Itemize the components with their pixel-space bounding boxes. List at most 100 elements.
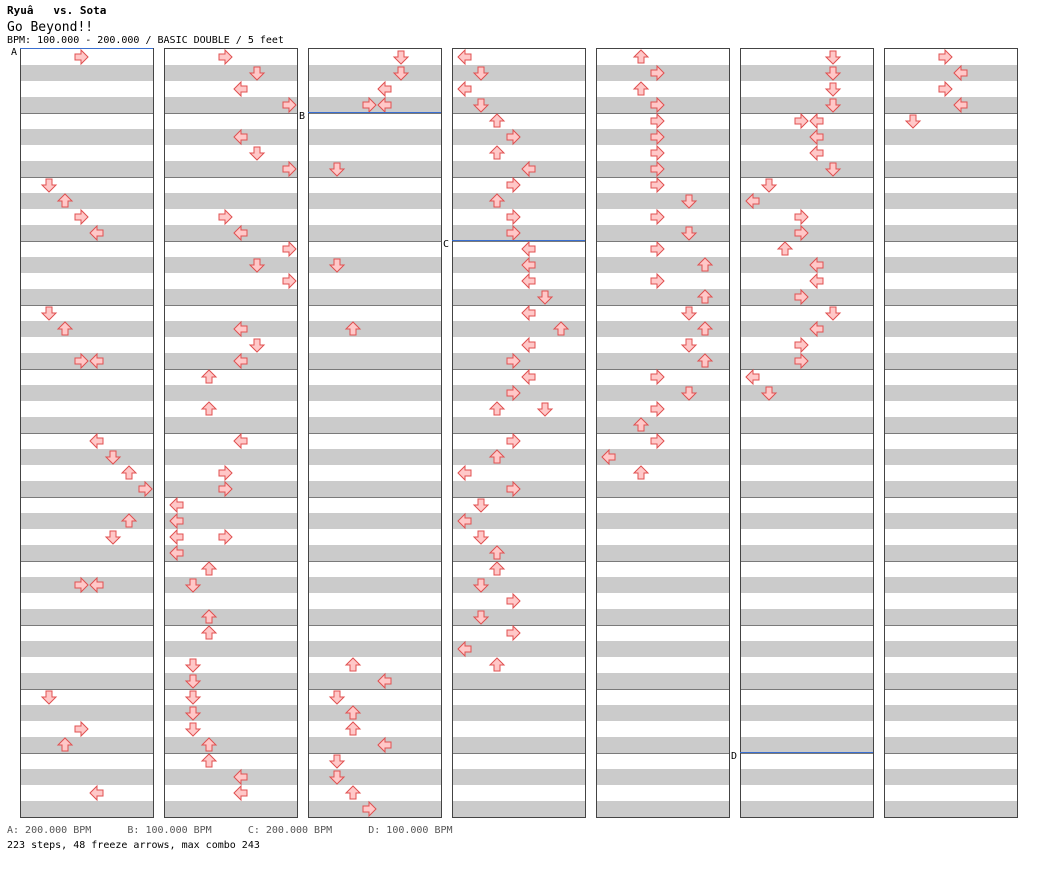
step-arrow-left bbox=[89, 224, 104, 242]
step-arrow-right bbox=[74, 720, 89, 738]
measure-line bbox=[165, 753, 297, 754]
measure-line bbox=[597, 113, 729, 114]
step-arrow-right bbox=[794, 208, 809, 226]
step-arrow-left bbox=[521, 272, 536, 290]
step-arrow-up bbox=[56, 737, 74, 752]
measure-line bbox=[885, 369, 1017, 370]
bpm-change-label: A bbox=[11, 47, 18, 58]
notes-layer bbox=[457, 49, 570, 672]
step-arrow-left bbox=[169, 544, 184, 562]
step-arrow-right bbox=[138, 480, 153, 498]
chart-stats: 223 steps, 48 freeze arrows, max combo 2… bbox=[7, 840, 260, 851]
step-arrow-right bbox=[650, 128, 665, 146]
measure-line bbox=[741, 561, 873, 562]
step-arrow-right bbox=[938, 49, 953, 66]
step-arrow-down bbox=[184, 690, 202, 705]
step-arrow-left bbox=[521, 304, 536, 322]
step-arrow-up bbox=[200, 753, 218, 768]
step-arrow-right bbox=[218, 464, 233, 482]
step-arrow-down bbox=[824, 50, 842, 65]
step-arrow-down bbox=[472, 610, 490, 625]
song-title: Go Beyond!! bbox=[7, 20, 94, 35]
measure-line bbox=[597, 689, 729, 690]
step-arrow-down bbox=[392, 66, 410, 81]
measure-line bbox=[741, 753, 873, 754]
step-arrow-down bbox=[680, 226, 698, 241]
step-arrow-left bbox=[233, 224, 248, 242]
step-arrow-down bbox=[104, 530, 122, 545]
step-arrow-down bbox=[680, 386, 698, 401]
step-arrow-down bbox=[184, 658, 202, 673]
step-arrow-up bbox=[200, 609, 218, 624]
step-arrow-up bbox=[344, 705, 362, 720]
step-arrow-right bbox=[74, 208, 89, 226]
measure-line bbox=[741, 113, 873, 114]
step-arrow-up bbox=[776, 241, 794, 256]
measure-line bbox=[309, 113, 441, 114]
measure-line bbox=[453, 177, 585, 178]
step-arrow-right bbox=[282, 96, 297, 114]
step-arrow-left bbox=[457, 640, 472, 658]
step-arrow-up bbox=[696, 321, 714, 336]
step-arrow-right bbox=[794, 224, 809, 242]
measure-line bbox=[597, 305, 729, 306]
step-arrow-up bbox=[200, 561, 218, 576]
bpm-legend: A: 200.000 BPM B: 100.000 BPM C: 200.000… bbox=[7, 825, 453, 836]
step-arrow-right bbox=[938, 80, 953, 98]
measure-line bbox=[453, 241, 585, 242]
chart-column-2 bbox=[164, 48, 298, 818]
step-arrow-left bbox=[377, 96, 392, 114]
step-arrow-down bbox=[824, 66, 842, 81]
artist-line: Ryuâ vs. Sota bbox=[7, 4, 107, 17]
step-arrow-right bbox=[794, 352, 809, 370]
step-arrow-right bbox=[650, 208, 665, 226]
step-arrow-down bbox=[680, 194, 698, 209]
measure-line bbox=[453, 561, 585, 562]
step-arrow-right bbox=[74, 576, 89, 594]
step-arrow-left bbox=[953, 64, 968, 82]
bpm-change-label: C bbox=[443, 239, 450, 250]
step-arrow-up bbox=[696, 289, 714, 304]
measure-line bbox=[21, 689, 153, 690]
step-arrow-left bbox=[457, 80, 472, 98]
measure-line bbox=[165, 177, 297, 178]
step-arrow-right bbox=[506, 592, 521, 610]
measure-line bbox=[165, 561, 297, 562]
step-arrow-down bbox=[680, 306, 698, 321]
measure-line bbox=[165, 689, 297, 690]
step-arrow-left bbox=[745, 192, 760, 210]
notes-layer bbox=[745, 50, 842, 401]
step-arrow-right bbox=[74, 49, 89, 66]
measure-line bbox=[741, 177, 873, 178]
step-arrow-left bbox=[377, 736, 392, 754]
step-arrow-down bbox=[472, 578, 490, 593]
step-arrow-right bbox=[650, 176, 665, 194]
measure-line bbox=[165, 305, 297, 306]
step-arrow-down bbox=[472, 98, 490, 113]
step-arrow-up bbox=[488, 113, 506, 128]
measure-line bbox=[309, 241, 441, 242]
measure-line bbox=[885, 497, 1017, 498]
step-arrow-left bbox=[521, 240, 536, 258]
step-arrow-down bbox=[824, 82, 842, 97]
step-arrow-left bbox=[233, 128, 248, 146]
measure-line bbox=[885, 561, 1017, 562]
step-arrow-right bbox=[650, 160, 665, 178]
step-arrow-down bbox=[40, 178, 58, 193]
measure-line bbox=[597, 433, 729, 434]
step-arrow-up bbox=[200, 369, 218, 384]
step-arrow-down bbox=[328, 258, 346, 273]
step-arrow-down bbox=[184, 706, 202, 721]
step-arrow-down bbox=[248, 66, 266, 81]
step-arrow-left bbox=[457, 464, 472, 482]
measure-line bbox=[165, 497, 297, 498]
step-arrow-right bbox=[506, 224, 521, 242]
step-arrow-right bbox=[650, 240, 665, 258]
step-arrow-left bbox=[89, 576, 104, 594]
step-arrow-right bbox=[74, 352, 89, 370]
measure-line bbox=[597, 625, 729, 626]
measure-line bbox=[453, 369, 585, 370]
measure-line bbox=[309, 561, 441, 562]
measure-line bbox=[885, 689, 1017, 690]
step-arrow-right bbox=[282, 160, 297, 178]
